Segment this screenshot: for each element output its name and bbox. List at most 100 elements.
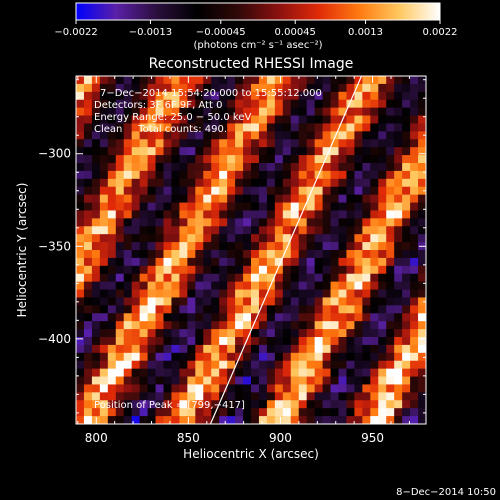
heatmap-cell — [131, 297, 141, 306]
heatmap-cell — [338, 202, 348, 212]
heatmap-cell — [338, 305, 348, 314]
heatmap-cell — [243, 337, 252, 346]
heatmap-cell — [378, 242, 387, 251]
heatmap-cell — [386, 170, 395, 180]
heatmap-cell — [203, 352, 212, 362]
heatmap-cell — [147, 218, 157, 227]
heatmap-cell — [314, 384, 324, 393]
heatmap-cell — [346, 234, 355, 243]
heatmap-cell — [227, 321, 236, 330]
heatmap-cell — [83, 163, 93, 172]
heatmap-cell — [322, 321, 332, 330]
heatmap-cell — [274, 178, 284, 188]
heatmap-cell — [298, 91, 308, 101]
heatmap-cell — [107, 178, 117, 188]
heatmap-cell — [306, 115, 316, 125]
heatmap-cell — [370, 360, 379, 370]
heatmap-cell — [171, 321, 180, 330]
heatmap-cell — [362, 226, 371, 235]
heatmap-cell — [370, 273, 379, 283]
heatmap-cell — [235, 265, 244, 275]
heatmap-cell — [266, 194, 276, 204]
heatmap-cell — [418, 352, 426, 362]
heatmap-cell — [187, 226, 196, 235]
heatmap-cell — [203, 194, 212, 204]
heatmap-cell — [139, 131, 149, 140]
heatmap-cell — [187, 202, 196, 212]
heatmap-cell — [123, 408, 133, 417]
heatmap-cell — [251, 123, 260, 132]
heatmap-cell — [99, 91, 109, 101]
heatmap-cell — [131, 344, 141, 354]
heatmap-cell — [274, 360, 284, 370]
heatmap-cell — [338, 265, 348, 275]
heatmap-cell — [418, 368, 426, 378]
heatmap-cell — [274, 83, 284, 93]
heatmap-cell — [227, 226, 236, 235]
heatmap-cell — [386, 186, 395, 196]
heatmap-cell — [338, 257, 348, 267]
heatmap-cell — [235, 163, 244, 172]
heatmap-cell — [107, 321, 117, 330]
heatmap-cell — [203, 368, 212, 378]
heatmap-cell — [147, 392, 157, 401]
heatmap-cell — [123, 147, 133, 156]
heatmap-cell — [362, 384, 371, 393]
heatmap-cell — [155, 210, 165, 219]
heatmap-cell — [107, 305, 117, 314]
heatmap-cell — [155, 99, 165, 109]
heatmap-cell — [227, 305, 236, 314]
heatmap-cell — [243, 186, 252, 196]
heatmap-cell — [290, 155, 300, 164]
heatmap-cell — [139, 210, 149, 219]
heatmap-cell — [179, 416, 188, 424]
heatmap-cell — [139, 250, 149, 259]
heatmap-cell — [258, 76, 268, 85]
heatmap-cell — [171, 329, 180, 338]
heatmap-cell — [76, 352, 85, 362]
heatmap-cell — [195, 186, 204, 196]
heatmap-cell — [378, 186, 387, 196]
heatmap-cell — [354, 123, 363, 132]
heatmap-cell — [274, 91, 284, 101]
heatmap-cell — [258, 265, 268, 275]
heatmap-cell — [298, 265, 308, 275]
heatmap-cell — [91, 297, 101, 306]
heatmap-cell — [266, 416, 276, 424]
heatmap-cell — [258, 352, 268, 362]
heatmap-cell — [266, 186, 276, 196]
heatmap-cell — [83, 139, 93, 148]
annotation-clean-counts: Clean Total counts: 490. — [94, 124, 227, 135]
heatmap-cell — [227, 91, 236, 101]
heatmap-cell — [203, 416, 212, 424]
heatmap-cell — [386, 194, 395, 204]
heatmap-cell — [155, 147, 165, 156]
heatmap-cell — [314, 400, 324, 409]
heatmap-cell — [235, 83, 244, 93]
heatmap-cell — [402, 163, 411, 172]
heatmap-cell — [243, 163, 252, 172]
heatmap-cell — [346, 83, 355, 93]
heatmap-cell — [219, 281, 228, 291]
heatmap-cell — [139, 273, 149, 283]
heatmap-cell — [362, 408, 371, 417]
heatmap-cell — [227, 218, 236, 227]
heatmap-cell — [243, 170, 252, 180]
heatmap-cell — [274, 99, 284, 109]
heatmap-cell — [155, 281, 165, 291]
heatmap-cell — [322, 139, 332, 148]
heatmap-cell — [163, 408, 173, 417]
heatmap-cell — [139, 186, 149, 196]
heatmap-cell — [378, 210, 387, 219]
heatmap-cell — [410, 115, 419, 125]
heatmap-cell — [251, 273, 260, 283]
heatmap-cell — [274, 281, 284, 291]
heatmap-cell — [394, 131, 403, 140]
heatmap-cell — [338, 210, 348, 219]
heatmap-cell — [91, 250, 101, 259]
heatmap-cell — [155, 250, 165, 259]
heatmap-cell — [243, 202, 252, 212]
heatmap-cell — [163, 107, 173, 117]
heatmap-cell — [322, 155, 332, 164]
heatmap-cell — [123, 265, 133, 275]
